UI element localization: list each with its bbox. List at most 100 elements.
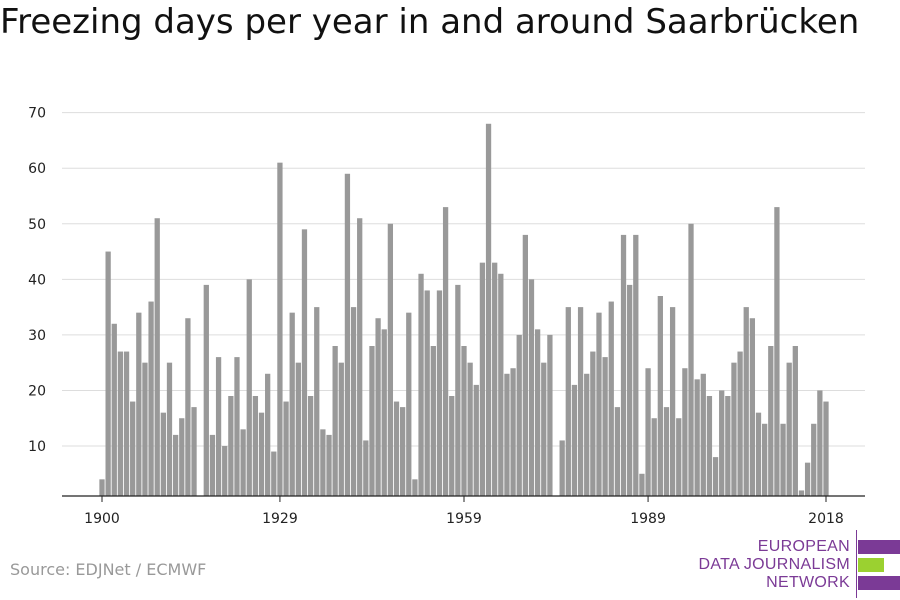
bar-1927 [265, 373, 271, 496]
bar-2010 [774, 207, 780, 496]
bar-2007 [755, 412, 762, 496]
bar-1966 [504, 373, 510, 496]
bar-2017 [817, 390, 823, 496]
bar-1922 [234, 357, 240, 496]
bar-1943 [363, 440, 369, 496]
y-tick-label-50: 50 [28, 217, 46, 233]
bar-1999 [706, 396, 713, 496]
bar-1991 [657, 296, 663, 496]
y-tick-label-60: 60 [28, 161, 46, 177]
bar-1924 [246, 279, 252, 496]
bar-2008 [762, 423, 768, 496]
x-tick-label-1900: 1900 [84, 511, 120, 527]
bar-1911 [166, 362, 173, 496]
bar-2006 [749, 318, 756, 496]
bar-1921 [228, 396, 234, 496]
bar-2005 [743, 307, 749, 496]
bar-1952 [418, 273, 424, 496]
bar-1945 [375, 318, 381, 496]
bar-1926 [258, 412, 265, 496]
bar-1903 [117, 351, 124, 496]
bar-1994 [676, 418, 682, 496]
bar-1947 [387, 223, 394, 496]
bar-1933 [301, 229, 308, 497]
bar-1920 [222, 446, 228, 496]
bar-1970 [528, 279, 535, 496]
x-tick-label-1959: 1959 [446, 511, 482, 527]
bar-1989 [645, 368, 651, 496]
bar-1960 [467, 362, 473, 496]
bar-2009 [768, 346, 774, 496]
logo-bar-bottom [858, 576, 900, 590]
bar-1939 [338, 362, 344, 496]
chart-title: Freezing days per year in and around Saa… [0, 2, 860, 42]
bar-1962 [479, 262, 486, 496]
bar-1992 [663, 407, 670, 496]
bar-2004 [737, 351, 743, 496]
bar-1965 [498, 273, 504, 496]
bar-1984 [614, 407, 621, 496]
bar-1928 [271, 451, 277, 496]
bar-1954 [430, 346, 436, 496]
bar-1963 [485, 123, 492, 497]
bar-2002 [725, 396, 731, 496]
bar-1980 [590, 351, 596, 496]
bar-1950 [406, 312, 412, 496]
bar-1930 [283, 401, 289, 496]
bar-1976 [565, 307, 571, 496]
bar-1968 [516, 334, 522, 496]
logo-line-1: EUROPEAN [757, 538, 850, 555]
bar-1932 [295, 362, 301, 496]
bar-1972 [541, 362, 547, 496]
bar-1942 [357, 218, 363, 496]
source-note: Source: EDJNet / ECMWF [10, 560, 207, 579]
logo-divider [856, 530, 857, 598]
y-tick-label-40: 40 [28, 272, 46, 288]
bar-2000 [712, 457, 719, 496]
bar-1944 [369, 346, 375, 496]
bar-1906 [136, 312, 142, 496]
bar-1955 [436, 290, 443, 496]
bar-1997 [694, 379, 700, 496]
bar-1908 [148, 301, 154, 496]
bar-1957 [449, 396, 455, 496]
y-tick-label-70: 70 [28, 106, 46, 122]
bar-1998 [700, 373, 706, 496]
logo-line-2: DATA JOURNALISM [698, 556, 850, 573]
bar-1900 [99, 479, 105, 496]
bar-1901 [105, 251, 111, 496]
bar-1967 [510, 368, 516, 496]
bar-1993 [669, 307, 676, 496]
bar-1946 [381, 329, 387, 496]
x-tick-label-1989: 1989 [630, 511, 666, 527]
bar-1909 [154, 218, 160, 496]
bar-1917 [203, 284, 209, 496]
bar-1918 [209, 434, 216, 496]
bar-1949 [400, 407, 406, 496]
bar-1988 [639, 473, 645, 496]
bar-1925 [252, 396, 259, 496]
bar-1981 [596, 312, 602, 496]
bar-1912 [172, 434, 179, 496]
bar-1905 [130, 401, 136, 496]
bar-1953 [424, 290, 430, 496]
bar-1958 [455, 284, 461, 496]
bar-1919 [215, 357, 222, 496]
bar-1996 [688, 223, 694, 496]
bar-1934 [307, 396, 314, 496]
bar-1914 [185, 318, 191, 496]
bar-1937 [326, 434, 332, 496]
bar-2013 [792, 346, 798, 496]
bar-1985 [620, 234, 627, 496]
bar-1986 [627, 284, 633, 496]
bar-1948 [393, 401, 400, 496]
bar-2011 [780, 423, 786, 496]
logo-bar-top [858, 540, 900, 554]
bar-1936 [320, 429, 326, 496]
bar-2015 [804, 462, 811, 496]
bar-1982 [602, 357, 608, 496]
bar-1940 [344, 173, 351, 496]
y-tick-label-30: 30 [28, 328, 46, 344]
bar-1977 [571, 384, 578, 496]
bar-1931 [289, 312, 295, 496]
